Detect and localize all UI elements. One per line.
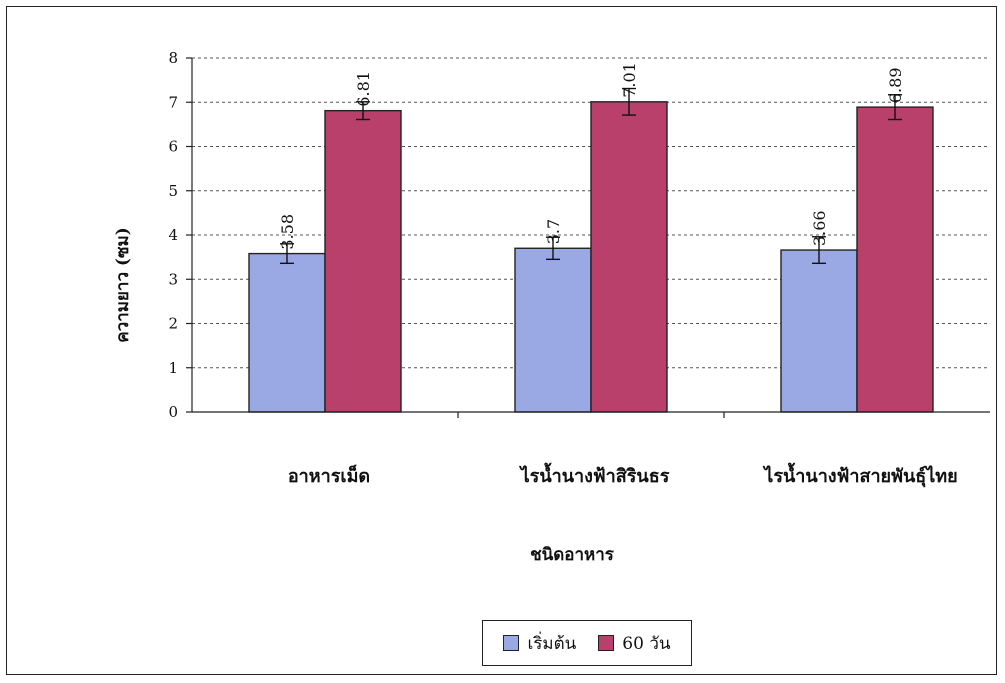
y-tick-label: 4 — [168, 226, 178, 244]
y-tick-label: 2 — [168, 315, 178, 333]
y-tick-label: 0 — [168, 403, 178, 421]
data-label: 3.66 — [810, 210, 829, 246]
bar — [248, 252, 326, 413]
y-tick-label: 1 — [168, 359, 178, 377]
data-label: 3.7 — [544, 219, 563, 244]
bar — [324, 109, 402, 413]
category-label: อาหารเม็ด — [288, 464, 370, 487]
data-label: 3.58 — [278, 214, 297, 250]
y-tick-label: 6 — [168, 138, 178, 156]
axes — [186, 57, 990, 418]
legend-item-start: เริ่มต้น — [503, 630, 576, 657]
bars — [248, 87, 934, 413]
chart-frame — [6, 6, 997, 675]
legend-label-60days: 60 วัน — [622, 633, 671, 654]
data-label: 6.81 — [354, 71, 373, 107]
y-axis-title: ความยาว (ซม) — [113, 227, 133, 342]
data-label: 7.01 — [620, 62, 639, 98]
y-tick-label: 7 — [168, 93, 178, 111]
y-tick-label: 5 — [168, 182, 178, 200]
x-axis-title: ชนิดอาหาร — [530, 545, 615, 565]
y-tick-label: 8 — [168, 49, 178, 67]
legend: เริ่มต้น 60 วัน — [482, 620, 692, 666]
labels: 0 1 2 3 4 5 6 7 8 อาหารเม็ด 3.58 6.81 ไรน้ำนางฟ้าสิร… — [168, 49, 957, 488]
bar — [780, 249, 858, 413]
legend-item-60days: 60 วัน — [598, 630, 671, 657]
legend-swatch-60days — [598, 635, 615, 651]
y-tick-label: 3 — [168, 270, 178, 288]
category-label: ไรน้ำนางฟ้าสายพันธุ์ไทย — [762, 462, 957, 488]
bar — [590, 101, 668, 413]
legend-label-start: เริ่มต้น — [527, 633, 577, 654]
category-label: ไรน้ำนางฟ้าสิรินธร — [519, 462, 670, 487]
bar — [856, 106, 934, 413]
bar — [514, 247, 592, 413]
legend-swatch-start — [503, 635, 520, 651]
data-label: 6.89 — [886, 67, 905, 103]
